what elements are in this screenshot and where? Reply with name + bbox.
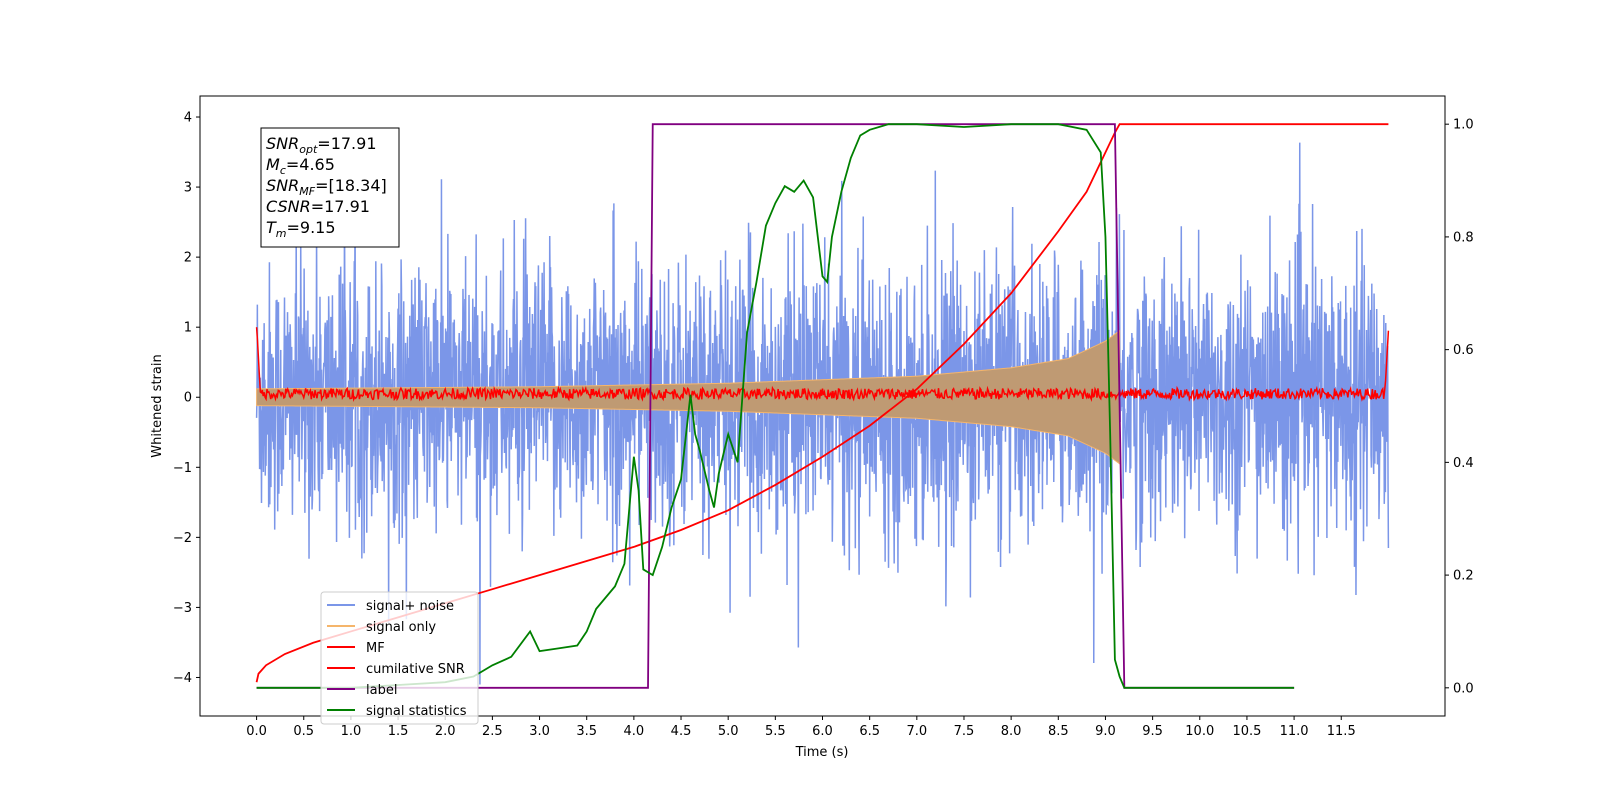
legend-entry: signal only [366,620,436,635]
x-tick-label: 6.5 [859,724,880,739]
series-signal-statistics [256,123,1295,689]
x-tick-label: 7.0 [906,724,927,739]
x-tick-label: 11.0 [1280,724,1309,739]
y2-tick-label: 0.2 [1453,569,1474,584]
annotation-line: SNRopt=17.91 [266,134,377,156]
legend-entry: signal statistics [366,704,467,719]
legend-entry: label [366,683,397,698]
legend-frame [320,591,479,725]
plot-area [255,123,1390,689]
x-tick-label: 1.0 [341,724,362,739]
series-signal-only [256,329,1121,465]
x-tick-label: 9.5 [1142,724,1163,739]
annotation-box: SNRopt=17.91Mc=4.65SNRMF=[18.34]CSNR=17.… [260,127,400,248]
annotation-line: Tm=9.15 [266,218,336,240]
x-tick-label: 4.5 [671,724,692,739]
legend-entry: signal+ noise [366,599,454,614]
x-axis: 0.0 0.5 1.0 1.5 2.0 2.5 3.0 3.5 4.0 4.5 5.0 5.5 6.0 6… [246,716,1356,739]
y2-tick-label: 0.6 [1453,343,1474,358]
x-tick-label: 4.0 [624,724,645,739]
legend-entry: MF [366,641,385,656]
y-tick-label: −2 [173,531,192,546]
y2-tick-label: 1.0 [1453,118,1474,133]
x-tick-label: 11.5 [1327,724,1356,739]
series-mf [255,327,1390,402]
y2-tick-label: 0.8 [1453,230,1474,245]
y-axis-label: Whitened strain [150,354,165,457]
x-tick-label: 0.5 [293,724,314,739]
y-tick-label: −3 [173,601,192,616]
y2-tick-label: 0.0 [1453,681,1474,696]
x-tick-label: 6.0 [812,724,833,739]
y-tick-label: 2 [184,251,192,266]
x-tick-label: 9.0 [1095,724,1116,739]
x-tick-label: 3.0 [529,724,550,739]
x-axis-label: Time (s) [795,745,849,760]
y-axis-right: 0.0 0.2 0.4 0.6 0.8 1.0 [1445,118,1474,696]
annotation-line: CSNR=17.91 [266,197,370,216]
annotation-frame [260,127,400,248]
y-tick-label: 4 [184,111,192,126]
x-tick-label: 5.0 [718,724,739,739]
y-tick-label: 3 [184,181,192,196]
x-tick-label: 10.5 [1232,724,1261,739]
x-tick-label: 2.0 [435,724,456,739]
legend: signal+ noise signal only MF cumilative SNR… [320,591,479,725]
y-tick-label: −4 [173,671,192,686]
x-tick-label: 8.5 [1048,724,1069,739]
y-tick-label: 1 [184,321,192,336]
legend-entry: cumilative SNR [366,662,465,677]
y-tick-label: 0 [184,391,192,406]
x-tick-label: 2.5 [482,724,503,739]
y-axis-left: −4 −3 −2 −1 0 1 2 3 4 [173,111,200,686]
x-tick-label: 0.0 [246,724,267,739]
x-tick-label: 5.5 [765,724,786,739]
x-tick-label: 8.0 [1001,724,1022,739]
annotation-line: SNRMF=[18.34] [266,176,387,198]
y2-tick-label: 0.4 [1453,456,1474,471]
y-tick-label: −1 [173,461,192,476]
x-tick-label: 1.5 [388,724,409,739]
x-tick-label: 3.5 [576,724,597,739]
x-tick-label: 10.0 [1185,724,1214,739]
annotation-line: Mc=4.65 [266,155,335,177]
x-tick-label: 7.5 [954,724,975,739]
